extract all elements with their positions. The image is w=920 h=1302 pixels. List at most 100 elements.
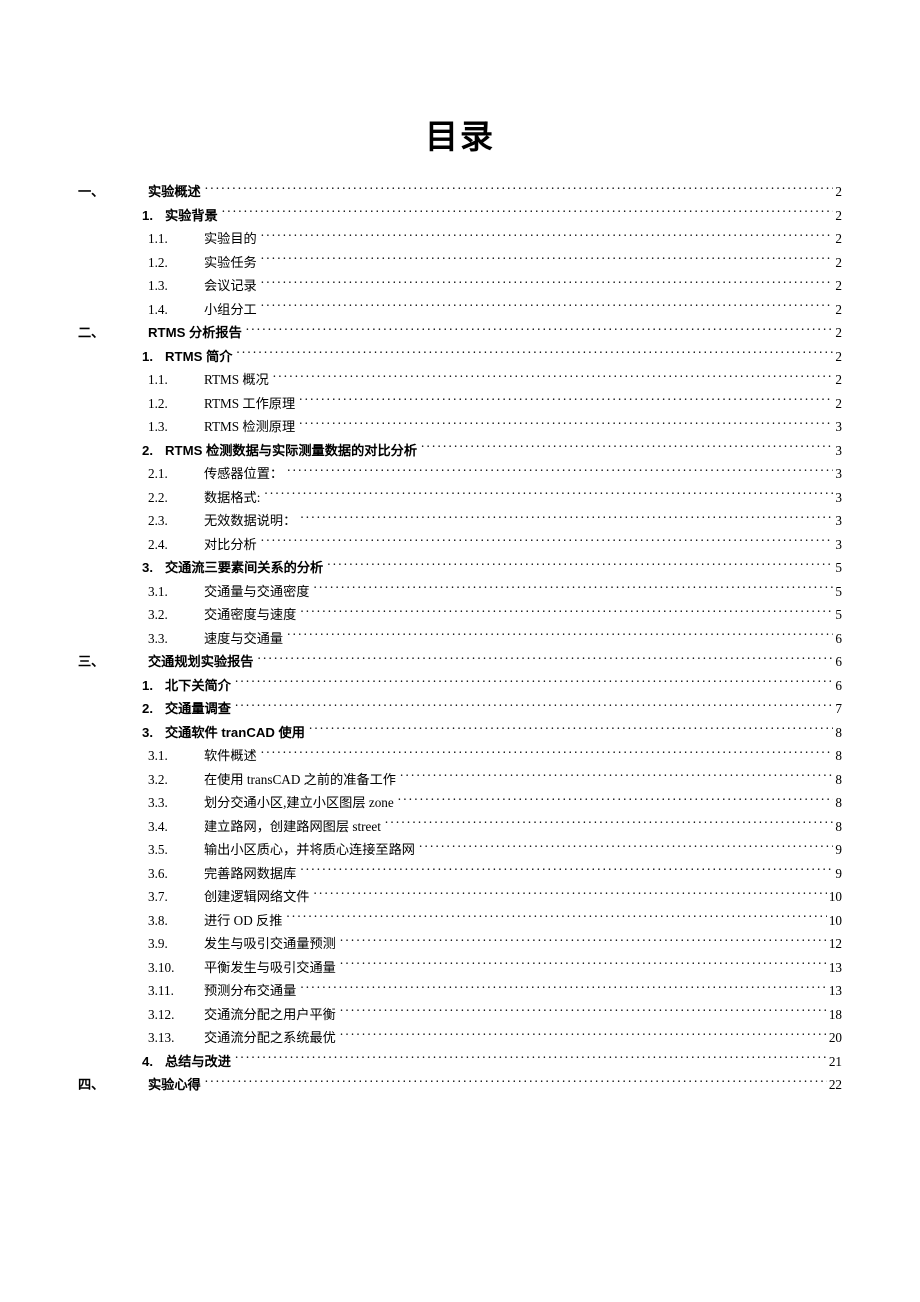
toc-label: 创建逻辑网络文件 xyxy=(198,885,314,909)
toc-label: 软件概述 xyxy=(198,744,261,768)
toc-entry: 3.12.交通流分配之用户平衡18 xyxy=(78,1003,842,1027)
toc-label: 会议记录 xyxy=(198,274,261,298)
toc-leader xyxy=(222,206,834,219)
toc-leader xyxy=(261,535,834,548)
toc-entry: 二、RTMS 分析报告2 xyxy=(78,321,842,345)
toc-leader xyxy=(340,935,827,948)
toc-entry: 3.13.交通流分配之系统最优20 xyxy=(78,1026,842,1050)
toc-number-l3: 3.4. xyxy=(78,815,198,839)
toc-entry: 4.总结与改进21 xyxy=(78,1050,842,1074)
toc-leader xyxy=(299,418,833,431)
toc-label: 无效数据说明： xyxy=(198,509,300,533)
toc-page-number: 2 xyxy=(833,274,842,298)
toc-label: 交通量与交通密度 xyxy=(198,580,314,604)
toc-entry: 四、实验心得22 xyxy=(78,1073,842,1097)
toc-page-number: 2 xyxy=(833,392,842,416)
toc-number-l3: 1.3. xyxy=(78,415,198,439)
toc-page-number: 8 xyxy=(833,791,842,815)
toc-leader xyxy=(258,653,834,666)
toc-leader xyxy=(314,888,827,901)
toc-page-number: 6 xyxy=(833,627,842,651)
toc-entry: 3.5.输出小区质心，并将质心连接至路网9 xyxy=(78,838,842,862)
toc-number-l2: 1. xyxy=(78,345,165,369)
toc-label: 实验目的 xyxy=(198,227,261,251)
toc-label: 交通密度与速度 xyxy=(198,603,300,627)
toc-page-number: 9 xyxy=(833,862,842,886)
toc-label: 完善路网数据库 xyxy=(198,862,300,886)
toc-page-number: 3 xyxy=(833,486,842,510)
toc-leader xyxy=(300,606,833,619)
toc-entry: 一、实验概述2 xyxy=(78,180,842,204)
toc-label: 输出小区质心，并将质心连接至路网 xyxy=(198,838,419,862)
toc-entry: 三、交通规划实验报告6 xyxy=(78,650,842,674)
toc-number-l3: 3.2. xyxy=(78,603,198,627)
toc-leader xyxy=(400,770,833,783)
toc-page-number: 22 xyxy=(827,1073,842,1097)
toc-leader xyxy=(314,582,834,595)
toc-page-number: 13 xyxy=(827,979,842,1003)
toc-page-number: 8 xyxy=(833,815,842,839)
toc-leader xyxy=(299,394,833,407)
toc-label: RTMS 概况 xyxy=(198,368,273,392)
toc-number-l3: 2.4. xyxy=(78,533,198,557)
toc-entry: 3.7.创建逻辑网络文件10 xyxy=(78,885,842,909)
toc-number-l3: 3.2. xyxy=(78,768,198,792)
toc-entry: 1.实验背景2 xyxy=(78,204,842,228)
toc-number-l2: 3. xyxy=(78,556,165,580)
toc-label: 发生与吸引交通量预测 xyxy=(198,932,340,956)
toc-number-l3: 1.1. xyxy=(78,368,198,392)
toc-label: 预测分布交通量 xyxy=(198,979,300,1003)
toc-entry: 3.9.发生与吸引交通量预测12 xyxy=(78,932,842,956)
toc-number-l3: 2.3. xyxy=(78,509,198,533)
toc-number-l3: 3.10. xyxy=(78,956,198,980)
toc-leader xyxy=(235,1052,827,1065)
toc-number-l3: 3.5. xyxy=(78,838,198,862)
toc-label: 小组分工 xyxy=(198,298,261,322)
toc-entry: 3.交通软件 tranCAD 使用8 xyxy=(78,721,842,745)
toc-entry: 3.1.软件概述8 xyxy=(78,744,842,768)
table-of-contents: 一、实验概述21.实验背景21.1.实验目的21.2.实验任务21.3.会议记录… xyxy=(78,180,842,1097)
toc-number-l2: 2. xyxy=(78,697,165,721)
document-page: 目录 一、实验概述21.实验背景21.1.实验目的21.2.实验任务21.3.会… xyxy=(0,0,920,1302)
toc-number-l2: 1. xyxy=(78,674,165,698)
toc-entry: 1.1.RTMS 概况2 xyxy=(78,368,842,392)
toc-page-number: 3 xyxy=(833,415,842,439)
toc-number-l3: 3.8. xyxy=(78,909,198,933)
toc-entry: 3.2.交通密度与速度 5 xyxy=(78,603,842,627)
toc-label: 实验任务 xyxy=(198,251,261,275)
toc-label: 交通流分配之用户平衡 xyxy=(198,1003,340,1027)
toc-label: 交通流三要素间关系的分析 xyxy=(165,556,327,580)
toc-page-number: 8 xyxy=(833,768,842,792)
toc-label: 建立路网，创建路网图层 street xyxy=(198,815,385,839)
toc-label: 进行 OD 反推 xyxy=(198,909,286,933)
toc-label: RTMS 分析报告 xyxy=(148,321,246,345)
toc-label: 实验心得 xyxy=(148,1073,205,1097)
toc-leader xyxy=(261,230,834,243)
toc-page-number: 21 xyxy=(827,1050,842,1074)
toc-number-l3: 3.9. xyxy=(78,932,198,956)
toc-number-l3: 3.3. xyxy=(78,627,198,651)
toc-label: 总结与改进 xyxy=(165,1050,235,1074)
toc-label: RTMS 简介 xyxy=(165,345,236,369)
toc-page-number: 20 xyxy=(827,1026,842,1050)
toc-entry: 3.交通流三要素间关系的分析5 xyxy=(78,556,842,580)
toc-leader xyxy=(385,817,833,830)
toc-page-number: 13 xyxy=(827,956,842,980)
toc-leader xyxy=(340,1005,827,1018)
toc-entry: 1.1.实验目的2 xyxy=(78,227,842,251)
toc-number-l3: 2.2. xyxy=(78,486,198,510)
toc-page-number: 3 xyxy=(833,462,842,486)
toc-entry: 1.2.RTMS 工作原理2 xyxy=(78,392,842,416)
toc-number-l1: 一、 xyxy=(78,180,148,204)
toc-leader xyxy=(340,958,827,971)
toc-page-number: 5 xyxy=(833,603,842,627)
toc-page-number: 5 xyxy=(833,580,842,604)
toc-page-number: 7 xyxy=(833,697,842,721)
toc-label: 交通规划实验报告 xyxy=(148,650,258,674)
toc-number-l3: 3.3. xyxy=(78,791,198,815)
toc-entry: 3.6.完善路网数据库9 xyxy=(78,862,842,886)
toc-leader xyxy=(236,347,833,360)
toc-label: 在使用 transCAD 之前的准备工作 xyxy=(198,768,400,792)
toc-entry: 3.2.在使用 transCAD 之前的准备工作 8 xyxy=(78,768,842,792)
toc-page-number: 6 xyxy=(833,674,842,698)
